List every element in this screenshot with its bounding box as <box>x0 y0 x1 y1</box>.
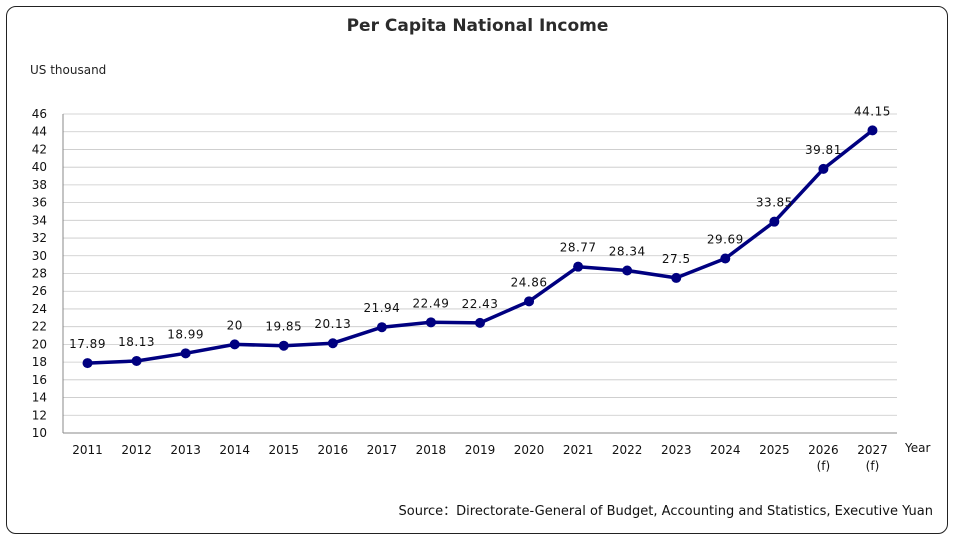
data-point <box>425 317 436 328</box>
y-tick-label: 24 <box>32 302 47 316</box>
data-label: 18.13 <box>118 335 155 349</box>
y-tick-label: 46 <box>32 107 47 121</box>
data-point <box>671 272 682 283</box>
x-tick-label: 2019 <box>465 443 496 457</box>
y-tick-label: 42 <box>32 142 47 156</box>
y-tick-label: 14 <box>32 391 47 405</box>
x-tick-label: 2023 <box>661 443 692 457</box>
data-point <box>720 253 731 264</box>
x-tick-label: 2027 <box>857 443 888 457</box>
data-label: 28.34 <box>609 244 646 258</box>
data-point <box>818 163 829 174</box>
y-tick-label: 40 <box>32 160 47 174</box>
chart-title: Per Capita National Income <box>346 16 609 36</box>
y-tick-label: 30 <box>32 249 47 263</box>
y-tick-label: 16 <box>32 373 47 387</box>
x-tick-label: 2024 <box>710 443 741 457</box>
y-tick-label: 22 <box>32 320 47 334</box>
data-point <box>524 296 535 307</box>
source-note: Source：Directorate-General of Budget, Ac… <box>398 504 933 519</box>
data-point <box>82 358 93 369</box>
x-tick-label: 2026 <box>808 443 839 457</box>
y-tick-label: 20 <box>32 337 47 351</box>
y-tick-label: 26 <box>32 284 47 298</box>
x-tick-label: 2014 <box>219 443 250 457</box>
x-tick-label: 2025 <box>759 443 790 457</box>
data-point <box>131 355 142 366</box>
data-point <box>278 340 289 351</box>
x-tick-label: 2013 <box>170 443 201 457</box>
x-tick-label: 2016 <box>318 443 349 457</box>
data-label: 21.94 <box>363 301 400 315</box>
x-tick-label: 2017 <box>367 443 398 457</box>
x-axis-label: Year <box>904 441 930 455</box>
y-tick-label: 36 <box>32 196 47 210</box>
data-point <box>769 216 780 227</box>
data-label: 44.15 <box>854 104 891 118</box>
data-label: 20.13 <box>314 317 351 331</box>
data-label: 18.99 <box>167 327 204 341</box>
x-tick-label: 2020 <box>514 443 545 457</box>
data-point <box>475 317 485 328</box>
y-axis-label: US thousand <box>30 63 107 77</box>
series-line <box>87 129 874 365</box>
data-point <box>327 338 338 349</box>
x-tick-label: 2012 <box>121 443 152 457</box>
data-label: 22.43 <box>462 297 499 311</box>
x-tick-label: 2021 <box>563 443 594 457</box>
data-label: 27.5 <box>662 252 691 266</box>
x-tick-label: (f) <box>866 459 880 473</box>
data-label: 22.49 <box>413 296 450 310</box>
y-tick-label: 12 <box>32 408 47 422</box>
data-point <box>229 339 240 350</box>
data-label: 33.85 <box>756 196 793 210</box>
data-label: 17.89 <box>69 337 106 351</box>
data-label: 29.69 <box>707 233 744 247</box>
x-tick-label: 2015 <box>268 443 299 457</box>
data-point <box>376 322 387 333</box>
y-tick-label: 34 <box>32 213 47 227</box>
y-tick-label: 18 <box>32 355 47 369</box>
y-tick-label: 38 <box>32 178 47 192</box>
data-point <box>622 265 633 276</box>
data-label: 19.85 <box>265 320 302 334</box>
y-tick-label: 28 <box>32 267 47 281</box>
x-tick-label: 2018 <box>416 443 447 457</box>
y-tick-label: 44 <box>32 125 47 139</box>
data-point <box>180 348 191 359</box>
data-label: 39.81 <box>805 143 842 157</box>
y-tick-label: 32 <box>32 231 47 245</box>
data-label: 24.86 <box>511 275 548 289</box>
y-tick-label: 10 <box>32 426 47 440</box>
data-point <box>867 125 878 136</box>
chart-frame <box>6 6 948 534</box>
x-tick-label: 2011 <box>72 443 103 457</box>
x-tick-label: 2022 <box>612 443 643 457</box>
data-point <box>573 261 584 272</box>
data-label: 28.77 <box>560 241 597 255</box>
data-label: 20 <box>227 318 243 332</box>
x-tick-label: (f) <box>817 459 831 473</box>
